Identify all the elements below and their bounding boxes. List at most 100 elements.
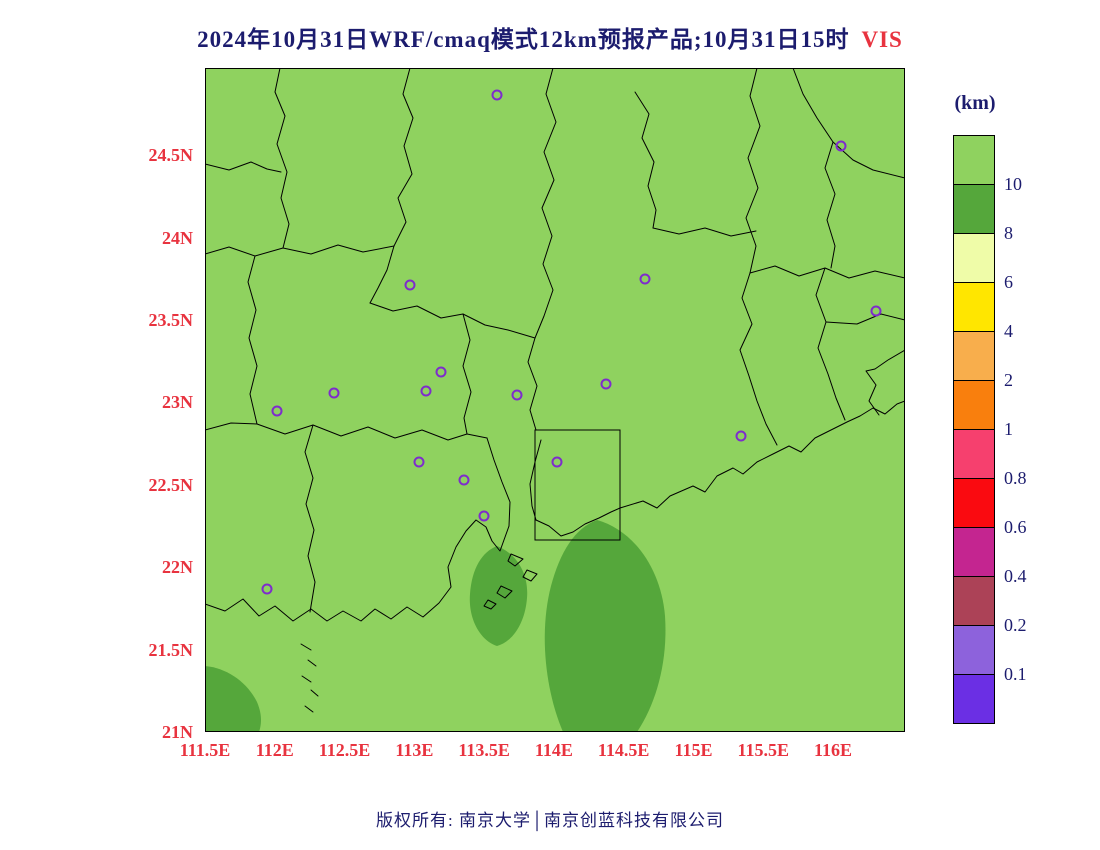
low-visibility-region xyxy=(544,520,666,732)
legend-tick-label: 0.2 xyxy=(1004,615,1027,635)
admin-boundary xyxy=(496,585,513,599)
lon-tick-label: 114E xyxy=(534,740,573,760)
legend-tick-label: 0.1 xyxy=(1004,664,1027,684)
inset-box xyxy=(534,429,621,541)
legend-color-segment xyxy=(953,282,995,332)
legend-tick-label: 10 xyxy=(1004,174,1022,194)
legend-tick-label: 0.6 xyxy=(1004,517,1027,537)
station-marker xyxy=(435,366,447,378)
admin-boundary xyxy=(815,267,846,421)
admin-boundary xyxy=(507,553,524,567)
station-marker xyxy=(478,510,490,522)
admin-boundary xyxy=(652,227,757,237)
station-marker xyxy=(261,583,273,595)
station-marker xyxy=(328,387,340,399)
admin-boundary xyxy=(247,255,258,425)
map-frame xyxy=(205,68,905,732)
map-canvas xyxy=(205,68,905,732)
legend-tick-label: 8 xyxy=(1004,223,1013,243)
admin-boundary xyxy=(369,68,414,304)
admin-boundary xyxy=(534,68,557,339)
admin-boundary xyxy=(865,349,905,416)
copyright-text: 版权所有: 南京大学│南京创蓝科技有限公司 xyxy=(375,811,725,830)
legend-color-segment xyxy=(953,184,995,234)
legend-color-segment xyxy=(953,135,995,185)
admin-boundary xyxy=(535,507,621,537)
admin-boundary xyxy=(619,400,905,509)
title-variable: VIS xyxy=(861,27,903,52)
station-marker xyxy=(404,279,416,291)
legend-title: (km) xyxy=(954,92,996,114)
legend-color-segment xyxy=(953,625,995,675)
admin-boundary xyxy=(205,244,395,257)
lon-tick-label: 112.5E xyxy=(318,740,371,760)
admin-boundary xyxy=(634,91,657,229)
map-border xyxy=(205,68,905,732)
lon-tick-label: 111.5E xyxy=(179,740,231,760)
admin-boundary xyxy=(205,422,488,441)
admin-boundary xyxy=(522,569,538,582)
admin-boundary xyxy=(527,337,538,431)
legend-color-segment xyxy=(953,429,995,479)
low-visibility-region xyxy=(205,666,261,732)
admin-boundary xyxy=(483,599,497,610)
title-main: 2024年10月31日WRF/cmaq模式12km预报产品;10月31日15时 xyxy=(197,27,850,52)
legend-tick-label: 0.4 xyxy=(1004,566,1027,586)
lat-tick-label: 22.5N xyxy=(148,474,194,495)
station-marker xyxy=(639,273,651,285)
station-marker xyxy=(551,456,563,468)
legend-tick-label: 6 xyxy=(1004,272,1013,292)
station-marker xyxy=(413,456,425,468)
page-title: 2024年10月31日WRF/cmaq模式12km预报产品;10月31日15时 V… xyxy=(0,20,1100,54)
station-marker xyxy=(491,89,503,101)
admin-boundary xyxy=(205,519,510,622)
admin-boundary xyxy=(304,424,316,613)
station-marker xyxy=(600,378,612,390)
lat-tick-label: 22N xyxy=(162,557,193,578)
legend-color-segment xyxy=(953,380,995,430)
lon-tick-label: 115E xyxy=(674,740,713,760)
legend-color-segment xyxy=(953,527,995,577)
station-marker xyxy=(420,385,432,397)
admin-boundary xyxy=(825,313,905,325)
admin-boundary xyxy=(304,705,314,713)
admin-boundary xyxy=(310,689,319,697)
admin-boundary xyxy=(745,68,761,274)
admin-boundary xyxy=(300,643,312,651)
legend-tick-label: 2 xyxy=(1004,370,1013,390)
admin-boundary xyxy=(462,313,472,435)
legend-tick-label: 1 xyxy=(1004,419,1013,439)
lat-tick-label: 21.5N xyxy=(148,639,194,660)
legend-tick-label: 0.8 xyxy=(1004,468,1027,488)
lon-tick-label: 115.5E xyxy=(737,740,789,760)
station-marker xyxy=(511,389,523,401)
station-marker xyxy=(870,305,882,317)
lat-tick-label: 23.5N xyxy=(148,310,194,330)
lon-tick-label: 116E xyxy=(814,740,853,760)
admin-boundary xyxy=(739,272,778,446)
station-marker xyxy=(458,474,470,486)
station-marker xyxy=(735,430,747,442)
lat-tick-label: 24.5N xyxy=(148,145,194,166)
legend-colorbar xyxy=(953,135,997,724)
lat-tick-label: 24N xyxy=(162,227,193,248)
legend-tick-label: 4 xyxy=(1004,321,1013,341)
lat-tick-label: 21N xyxy=(162,722,193,742)
admin-boundary xyxy=(307,659,317,667)
low-visibility-region xyxy=(469,546,528,646)
legend-color-segment xyxy=(953,331,995,381)
lon-tick-label: 113E xyxy=(395,740,434,760)
legend-color-segment xyxy=(953,674,995,724)
lat-tick-label: 23N xyxy=(162,392,193,413)
legend-color-segment xyxy=(953,233,995,283)
station-marker xyxy=(835,140,847,152)
legend-color-segment xyxy=(953,478,995,528)
lon-tick-label: 112E xyxy=(255,740,294,760)
admin-boundary xyxy=(529,439,542,521)
admin-boundary xyxy=(205,161,282,173)
lon-tick-label: 114.5E xyxy=(597,740,650,760)
legend-color-segment xyxy=(953,576,995,626)
admin-boundary xyxy=(301,675,312,683)
admin-boundary xyxy=(486,437,511,527)
